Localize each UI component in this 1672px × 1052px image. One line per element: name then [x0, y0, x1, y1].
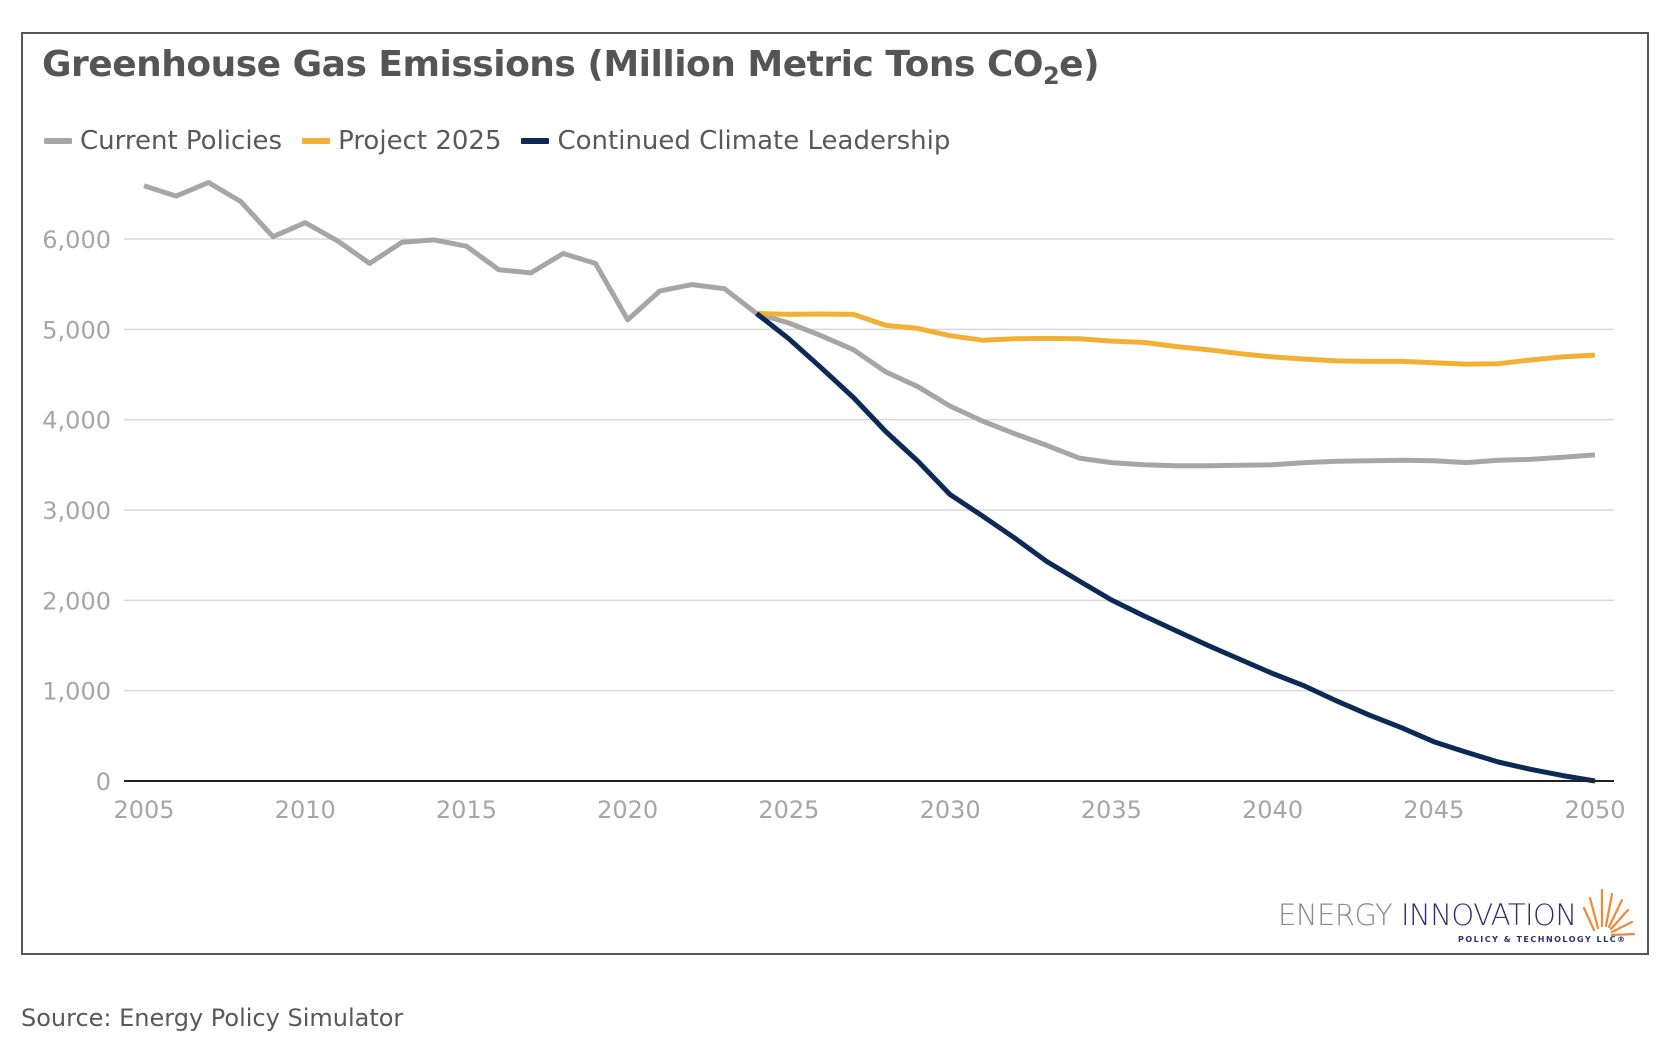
legend-swatch [302, 138, 331, 144]
sunburst-icon [1582, 888, 1636, 937]
legend-swatch [521, 138, 550, 144]
y-tick-label: 2,000 [42, 587, 111, 615]
x-tick-label: 2010 [275, 796, 336, 824]
y-tick-label: 6,000 [42, 226, 111, 254]
x-tick-label: 2025 [758, 796, 819, 824]
energy-innovation-logo: ENERGY INNOVATION POLICY & TECHNOLOGY LL… [1278, 880, 1638, 950]
x-tick-label: 2015 [436, 796, 497, 824]
x-tick-label: 2005 [113, 796, 174, 824]
x-tick-label: 2050 [1564, 796, 1625, 824]
source-note: Source: Energy Policy Simulator [21, 1004, 404, 1032]
chart-title: Greenhouse Gas Emissions (Million Metric… [42, 44, 1100, 90]
legend-label: Continued Climate Leadership [557, 126, 951, 156]
x-tick-label: 2035 [1081, 796, 1142, 824]
x-tick-label: 2020 [597, 796, 658, 824]
y-tick-label: 0 [96, 768, 111, 796]
x-tick-label: 2045 [1403, 796, 1464, 824]
series-line-continued-climate-leadership [755, 311, 1596, 784]
legend-label: Project 2025 [338, 126, 502, 156]
legend-swatch [44, 138, 72, 144]
y-tick-label: 1,000 [42, 678, 111, 706]
series-line-project-2025 [756, 311, 1596, 367]
x-tick-label: 2030 [920, 796, 981, 824]
legend-item-project-2025: Project 2025 [302, 126, 501, 156]
y-tick-label: 5,000 [42, 316, 111, 344]
legend-item-continued-climate-leadership: Continued Climate Leadership [521, 126, 950, 156]
chart-frame [21, 32, 1649, 955]
x-tick-label: 2040 [1242, 796, 1303, 824]
legend-label: Current Policies [80, 126, 283, 156]
legend: Current Policies Project 2025 Continued … [44, 126, 950, 156]
series-line-current-policies [143, 180, 1596, 469]
legend-item-current-policies: Current Policies [44, 126, 282, 156]
y-tick-label: 4,000 [42, 407, 111, 435]
y-tick-label: 3,000 [42, 497, 111, 525]
